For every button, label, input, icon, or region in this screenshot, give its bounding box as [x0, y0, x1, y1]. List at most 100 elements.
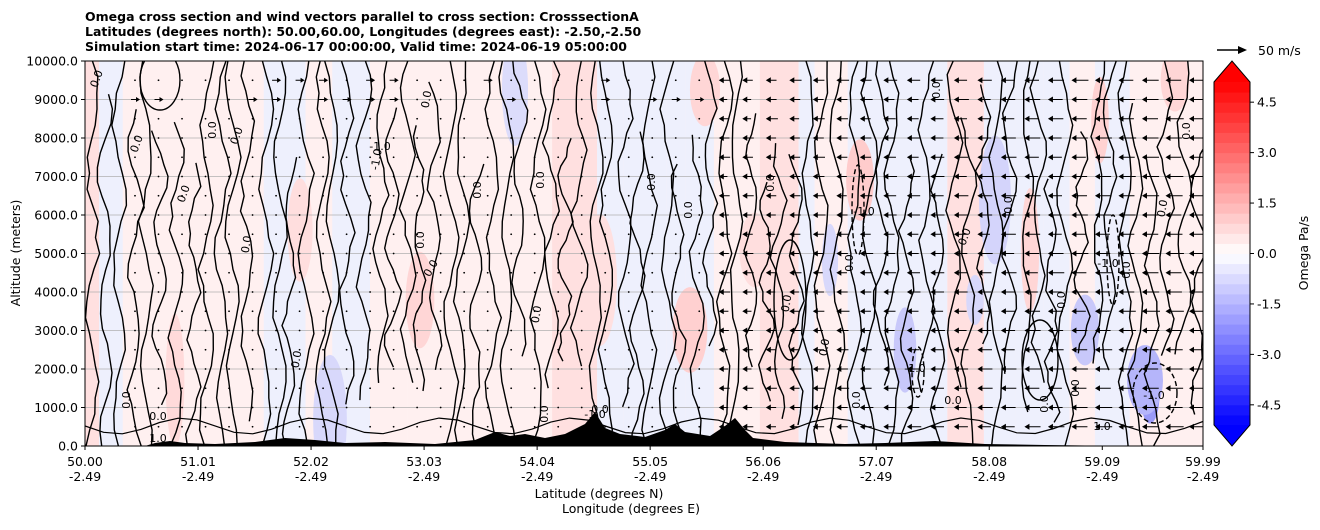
wind-vector-head	[812, 96, 818, 103]
wind-vector-dot	[510, 329, 513, 332]
wind-vector-dot	[439, 348, 442, 351]
wind-vector	[812, 135, 824, 141]
wind-vector-dot	[369, 425, 372, 428]
wind-vector-head	[1071, 96, 1077, 103]
wind-vector	[765, 96, 777, 103]
wind-vector-head	[883, 289, 889, 295]
wind-vector-dot	[510, 117, 513, 120]
wind-vector-dot	[651, 368, 654, 370]
contour-line	[588, 61, 606, 446]
wind-vector-head	[883, 327, 889, 334]
wind-vector-head	[883, 366, 889, 372]
wind-vector-dot	[157, 425, 160, 428]
wind-vector-dot	[181, 425, 183, 428]
wind-vector	[1094, 231, 1110, 238]
wind-vector	[812, 327, 823, 334]
wind-vector-head	[718, 289, 724, 295]
wind-vector-dot	[275, 406, 277, 409]
wind-vector-dot	[275, 194, 277, 197]
wind-vector-head	[1071, 212, 1077, 218]
wind-vector-head	[1000, 231, 1006, 238]
wind-vector-dot	[416, 271, 419, 274]
wind-vector	[883, 308, 896, 315]
wind-vector-head	[953, 289, 959, 295]
wind-vector-dot	[651, 406, 654, 409]
wind-vector-dot	[510, 214, 513, 216]
wind-vector	[906, 250, 919, 257]
wind-vector-dot	[181, 194, 183, 197]
wind-vector-head	[1071, 289, 1077, 295]
wind-vector-head	[930, 96, 936, 103]
colorbar-segment	[1214, 122, 1250, 133]
wind-vector-dot	[439, 79, 442, 82]
wind-vector-dot	[604, 329, 607, 332]
wind-vector-dot	[369, 194, 372, 197]
contour-line	[897, 158, 915, 446]
wind-vector-dot	[275, 368, 277, 370]
wind-vector-head	[1000, 77, 1006, 84]
wind-vector-head	[1071, 423, 1077, 430]
wind-vector-dot	[298, 406, 301, 409]
wind-vector-head	[836, 308, 842, 315]
wind-vector-dot	[674, 194, 677, 197]
wind-vector-dot	[698, 117, 701, 120]
wind-vector-dot	[580, 348, 583, 351]
wind-vector	[953, 212, 968, 218]
wind-vector-head	[1189, 231, 1194, 238]
wind-vector-dot	[251, 406, 254, 409]
wind-vector	[272, 97, 282, 102]
wind-vector-dot	[557, 329, 560, 332]
wind-vector-head	[953, 423, 959, 430]
wind-vector-dot	[204, 252, 207, 255]
wind-vector-head	[1047, 192, 1053, 199]
x-tick-label-latitude: 51.01	[180, 454, 216, 469]
wind-vector-head	[812, 231, 818, 238]
wind-vector	[789, 77, 802, 84]
wind-vector-dot	[651, 252, 654, 255]
wind-vector	[1141, 423, 1159, 430]
wind-vector-dot	[181, 233, 183, 236]
wind-vector	[1000, 423, 1015, 430]
wind-vector-head	[953, 404, 959, 411]
wind-vector	[1118, 366, 1134, 372]
wind-vector-head	[883, 96, 889, 103]
wind-vector	[1141, 308, 1161, 315]
wind-vector-head	[953, 115, 959, 122]
contour-line	[658, 61, 678, 446]
colorbar-tick-label: 4.5	[1257, 95, 1277, 110]
contour-line	[727, 61, 744, 446]
y-tick-label: 10000.0	[26, 54, 78, 69]
wind-vector	[953, 385, 968, 392]
wind-vector-dot	[275, 310, 277, 313]
wind-vector	[1047, 423, 1065, 430]
contour-line	[150, 130, 169, 406]
wind-vector-dot	[157, 387, 160, 390]
wind-vector	[883, 154, 896, 161]
wind-vector	[1141, 192, 1160, 199]
wind-vector-dot	[698, 175, 701, 178]
wind-vector	[1189, 289, 1203, 295]
wind-vector	[1189, 385, 1203, 392]
wind-vector	[930, 250, 945, 257]
wind-vector-head	[789, 231, 795, 238]
wind-vector-head	[789, 289, 795, 295]
contour-line	[1101, 61, 1118, 371]
wind-vector-dot	[298, 310, 301, 313]
wind-vector-dot	[134, 406, 136, 409]
wind-vector-dot	[345, 252, 348, 255]
colorbar-segment	[1214, 192, 1250, 204]
wind-vector	[319, 97, 329, 102]
wind-vector	[789, 231, 801, 238]
wind-vector-dot	[228, 233, 230, 236]
contour-line	[1021, 61, 1035, 413]
wind-vector-head	[488, 77, 493, 83]
wind-vector-dot	[275, 214, 277, 216]
wind-vector-dot	[416, 387, 419, 390]
wind-vector	[765, 115, 778, 122]
wind-vector-head	[836, 115, 842, 122]
colorbar-segment	[1214, 303, 1250, 315]
wind-vector-head	[953, 366, 959, 372]
wind-vector	[765, 308, 777, 315]
wind-vector-dot	[674, 348, 677, 351]
wind-vector-dot	[157, 406, 160, 409]
